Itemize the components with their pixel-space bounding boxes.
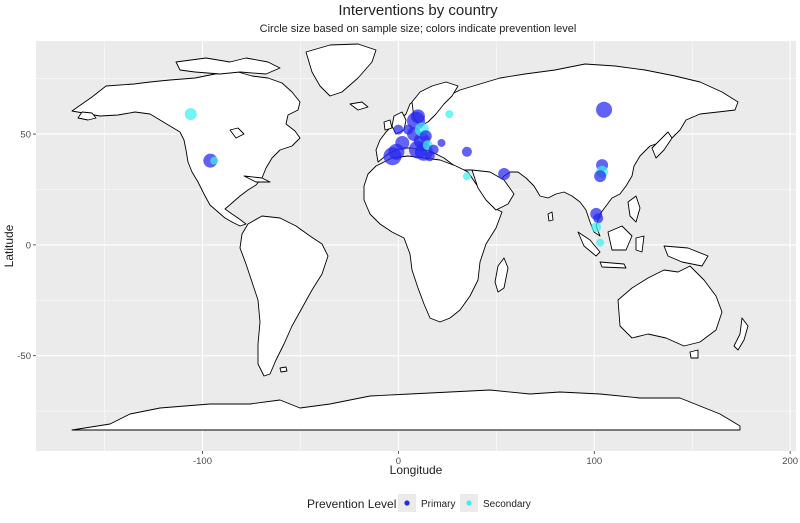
land-alaska-peninsula	[77, 111, 97, 121]
land-falklands	[279, 366, 288, 373]
point-primary	[393, 124, 404, 135]
land-greenland	[305, 43, 377, 97]
point-primary	[410, 109, 425, 124]
y-axis-title: Latitude	[2, 224, 16, 267]
land-great-lakes	[229, 127, 245, 139]
land-new-guinea	[663, 245, 709, 267]
land-arctic-islands	[175, 57, 281, 75]
land-antarctica	[71, 389, 741, 431]
point-primary	[594, 170, 607, 183]
land-philippines	[627, 195, 641, 223]
land-iceland	[349, 101, 369, 111]
land-cuba	[243, 175, 271, 183]
land-australia	[617, 265, 723, 347]
land-madagascar	[494, 257, 509, 293]
point-primary	[461, 146, 472, 157]
land-sumatra	[577, 231, 601, 257]
x-tick-label: 100	[586, 456, 602, 467]
point-primary	[419, 130, 432, 143]
y-tick-label: 50	[20, 130, 31, 141]
land-new-zealand	[733, 317, 749, 351]
land-java	[599, 261, 627, 269]
land-sulawesi	[635, 235, 645, 253]
legend-label-primary: Primary	[421, 499, 455, 510]
point-primary	[593, 213, 604, 224]
chart-subtitle: Circle size based on sample size; colors…	[260, 23, 577, 35]
y-axis: -50 0 50	[17, 130, 36, 362]
point-secondary	[596, 238, 605, 247]
point-secondary	[591, 222, 602, 233]
land-japan	[651, 131, 673, 159]
land-tasmania	[689, 349, 699, 359]
land-ireland	[383, 119, 393, 131]
x-tick-label: 0	[396, 456, 401, 467]
y-tick-label: 0	[26, 240, 31, 251]
point-secondary	[445, 110, 454, 119]
x-tick-label: 200	[782, 456, 798, 467]
legend-symbol-secondary	[466, 500, 472, 506]
land-sri-lanka	[547, 211, 554, 222]
land-north-america	[71, 71, 301, 227]
point-primary	[395, 135, 410, 150]
point-primary	[498, 167, 511, 180]
point-primary	[437, 138, 446, 147]
y-tick-label: -50	[17, 351, 31, 362]
land-south-america	[239, 215, 329, 377]
data-points	[184, 101, 613, 247]
legend: Prevention Level Primary Secondary	[307, 494, 531, 512]
x-axis: -100 0 100 200	[193, 451, 798, 467]
point-secondary	[462, 172, 471, 181]
legend-title: Prevention Level	[307, 497, 396, 511]
point-primary	[428, 144, 439, 155]
x-tick-label: -100	[193, 456, 212, 467]
point-secondary	[210, 156, 219, 165]
land-borneo	[607, 225, 633, 251]
legend-label-secondary: Secondary	[483, 499, 531, 510]
land-africa	[363, 155, 503, 323]
chart-title: Interventions by country	[338, 2, 498, 19]
land-arabia	[471, 169, 515, 211]
legend-symbol-primary	[404, 500, 410, 506]
point-secondary	[184, 108, 197, 121]
point-primary	[596, 101, 613, 118]
world-land	[71, 43, 749, 431]
x-axis-title: Longitude	[390, 463, 443, 477]
